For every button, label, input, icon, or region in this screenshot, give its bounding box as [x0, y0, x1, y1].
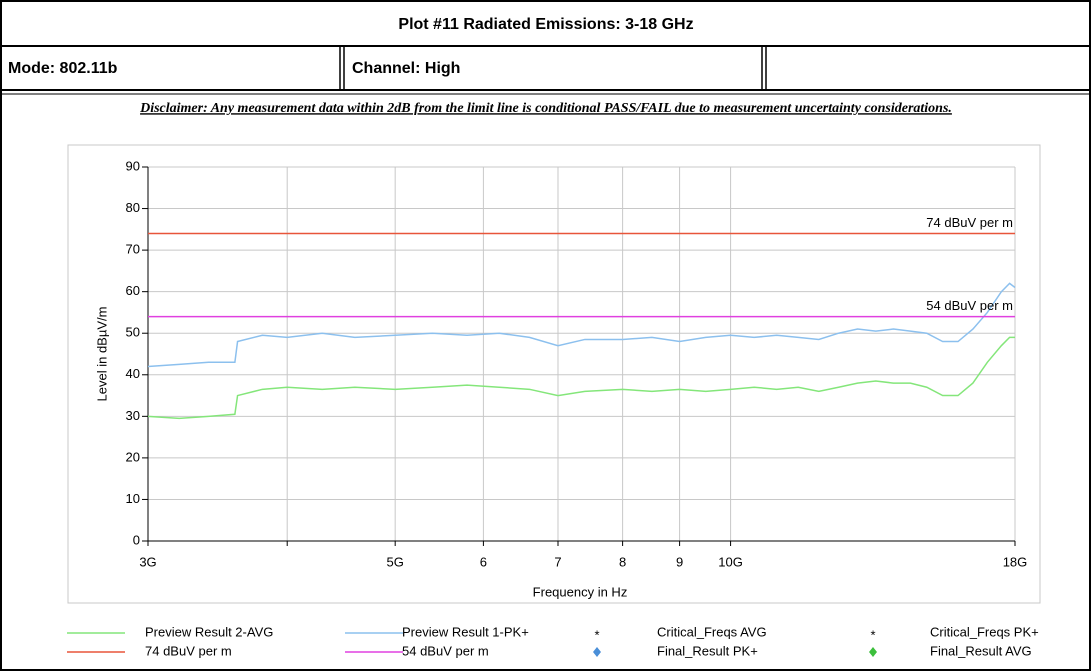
x-tick-label: 18G — [1003, 554, 1028, 569]
x-tick-label: 7 — [554, 554, 561, 569]
limit-label: 54 dBuV per m — [926, 298, 1013, 313]
channel: Channel: High — [352, 60, 460, 77]
legend-label: 74 dBuV per m — [145, 643, 232, 658]
legend-label: Final_Result PK+ — [657, 643, 758, 658]
limit-label: 74 dBuV per m — [926, 215, 1013, 230]
y-tick-label: 40 — [126, 366, 140, 381]
x-tick-label: 10G — [718, 554, 743, 569]
y-tick-label: 60 — [126, 283, 140, 298]
legend-label: Critical_Freqs AVG — [657, 624, 767, 639]
legend-label: 54 dBuV per m — [402, 643, 489, 658]
legend-label: Preview Result 2-AVG — [145, 624, 273, 639]
legend-label: Preview Result 1-PK+ — [402, 624, 529, 639]
series-line — [147, 282, 1016, 368]
legend-marker: * — [870, 627, 875, 642]
legend-label: Critical_Freqs PK+ — [930, 624, 1039, 639]
y-tick-label: 80 — [126, 200, 140, 215]
series-line — [147, 336, 1015, 420]
title: Plot #11 Radiated Emissions: 3-18 GHz — [398, 16, 693, 33]
y-tick-label: 20 — [126, 449, 140, 464]
y-axis-label: Level in dBµV/m — [94, 307, 109, 402]
mode: Mode: 802.11b — [8, 60, 118, 77]
legend-label: Final_Result AVG — [930, 643, 1032, 658]
legend-marker — [869, 647, 877, 657]
y-tick-label: 0 — [133, 532, 140, 547]
y-tick-label: 90 — [126, 158, 140, 173]
chart-box — [67, 144, 1041, 604]
disclaimer: Disclaimer: Any measurement data within … — [139, 101, 952, 116]
x-tick-label: 5G — [387, 554, 404, 569]
legend-marker: * — [594, 627, 599, 642]
x-tick-label: 8 — [619, 554, 626, 569]
x-tick-label: 9 — [676, 554, 683, 569]
y-tick-label: 30 — [126, 408, 140, 423]
legend-marker — [593, 647, 601, 657]
x-axis-label: Frequency in Hz — [533, 584, 628, 599]
x-tick-label: 6 — [480, 554, 487, 569]
x-tick-label: 3G — [139, 554, 156, 569]
y-tick-label: 70 — [126, 242, 140, 257]
y-tick-label: 50 — [126, 325, 140, 340]
y-tick-label: 10 — [126, 491, 140, 506]
